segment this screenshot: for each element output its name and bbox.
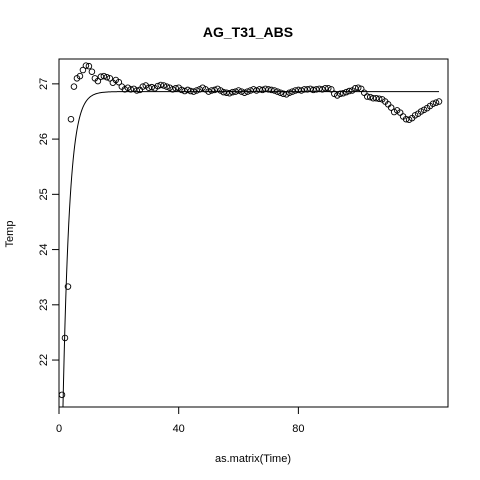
data-point xyxy=(235,87,242,94)
data-point xyxy=(106,75,114,82)
y-tick-label: 26 xyxy=(38,133,50,145)
data-point xyxy=(82,62,90,69)
y-tick-label: 24 xyxy=(38,243,50,255)
chart-title: AG_T31_ABS xyxy=(203,24,293,40)
y-axis: 22 23 24 25 26 27 xyxy=(38,78,60,366)
plot-area xyxy=(59,62,443,407)
x-tick-label: 40 xyxy=(173,423,185,435)
data-point xyxy=(241,89,248,96)
data-point xyxy=(208,87,215,94)
data-point xyxy=(262,85,269,93)
data-point xyxy=(79,66,87,74)
data-point xyxy=(310,86,317,94)
data-point xyxy=(244,88,251,95)
data-point xyxy=(169,86,176,93)
data-point xyxy=(157,81,164,89)
data-point xyxy=(366,93,374,101)
data-point xyxy=(265,86,272,93)
fitted-curve xyxy=(62,91,440,407)
data-point xyxy=(360,89,368,96)
data-point xyxy=(387,104,395,111)
plot-frame xyxy=(58,58,449,408)
data-point xyxy=(139,83,147,90)
data-point xyxy=(115,78,123,86)
data-point xyxy=(88,68,96,75)
data-point xyxy=(432,99,440,106)
data-point xyxy=(346,87,353,95)
data-point xyxy=(184,86,191,94)
x-tick-label: 80 xyxy=(292,423,304,435)
data-point xyxy=(402,115,410,123)
y-tick-label: 23 xyxy=(38,299,50,311)
x-axis-label: as.matrix(Time) xyxy=(215,453,291,465)
x-axis: 0 40 80 xyxy=(56,406,305,435)
y-axis-label: Temp xyxy=(4,221,16,248)
data-point xyxy=(274,88,281,95)
data-point xyxy=(372,94,380,102)
data-point xyxy=(205,88,212,95)
data-point xyxy=(67,115,75,123)
data-point xyxy=(76,72,84,80)
data-point xyxy=(103,73,111,81)
data-point xyxy=(280,90,287,98)
y-tick-label: 25 xyxy=(38,188,50,200)
data-point xyxy=(100,72,108,80)
x-tick-label: 0 xyxy=(56,423,62,435)
data-point xyxy=(59,391,66,399)
data-point xyxy=(319,86,326,93)
data-point xyxy=(85,62,93,70)
data-point xyxy=(429,100,437,107)
data-point xyxy=(286,89,293,96)
y-tick-label: 27 xyxy=(38,78,50,90)
data-point xyxy=(277,89,284,96)
data-point xyxy=(163,83,170,90)
data-point xyxy=(322,85,329,92)
data-point xyxy=(325,85,332,92)
y-tick-label: 22 xyxy=(38,354,50,366)
data-point xyxy=(343,88,350,96)
data-point xyxy=(340,89,347,97)
data-point xyxy=(193,87,200,94)
data-point xyxy=(298,87,305,94)
data-point xyxy=(190,88,197,95)
data-point xyxy=(64,283,72,290)
data-point xyxy=(363,93,371,100)
data-point xyxy=(375,95,383,103)
data-point xyxy=(229,88,236,96)
data-point xyxy=(435,98,443,105)
data-point xyxy=(133,87,141,94)
data-point xyxy=(61,334,69,342)
data-point xyxy=(148,83,156,91)
data-point xyxy=(271,87,278,94)
data-point xyxy=(160,82,167,89)
data-point xyxy=(220,88,227,96)
data-point xyxy=(289,88,296,95)
data-point xyxy=(328,86,335,93)
data-point xyxy=(268,86,275,94)
data-point xyxy=(94,77,102,85)
data-point xyxy=(70,83,78,90)
data-point xyxy=(172,85,179,92)
data-point xyxy=(127,86,135,93)
data-point xyxy=(337,90,344,98)
data-point xyxy=(354,84,362,91)
data-point xyxy=(226,89,233,97)
